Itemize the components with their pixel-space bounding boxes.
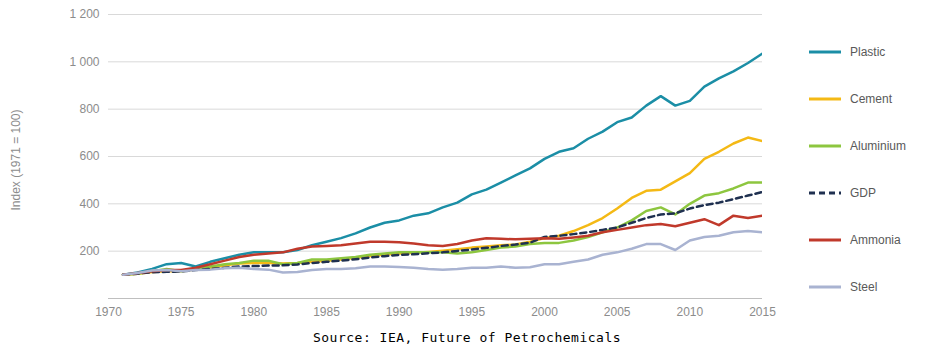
html-text:Aluminium: Aluminium [850, 138, 906, 153]
svg-text:1 200: 1 200 [69, 7, 99, 21]
svg-text:1990: 1990 [386, 305, 413, 319]
svg-text:600: 600 [79, 149, 99, 163]
svg-text:800: 800 [79, 102, 99, 116]
svg-text:1985: 1985 [313, 305, 340, 319]
svg-text:2010: 2010 [676, 305, 703, 319]
svg-text:1980: 1980 [240, 305, 267, 319]
html-text:Index (1971 = 100): Index (1971 = 100) [9, 109, 23, 211]
html-text:Steel: Steel [850, 279, 878, 294]
svg-text:1970: 1970 [95, 305, 122, 319]
svg-text:1 000: 1 000 [69, 55, 99, 69]
html-text:Cement: Cement [850, 91, 892, 106]
svg-text:1975: 1975 [168, 305, 195, 319]
svg-text:1995: 1995 [458, 305, 485, 319]
svg-text:400: 400 [79, 197, 99, 211]
svg-text:2000: 2000 [531, 305, 558, 319]
html-text:Source: IEA, Future of Petroch: Source: IEA, Future of Petrochemicals [313, 330, 621, 345]
svg-text:200: 200 [79, 244, 99, 258]
svg-text:2015: 2015 [749, 305, 776, 319]
svg-text:2005: 2005 [604, 305, 631, 319]
html-text:Plastic: Plastic [850, 44, 886, 59]
html-text:GDP: GDP [850, 185, 876, 200]
html-text:Ammonia: Ammonia [850, 232, 901, 247]
